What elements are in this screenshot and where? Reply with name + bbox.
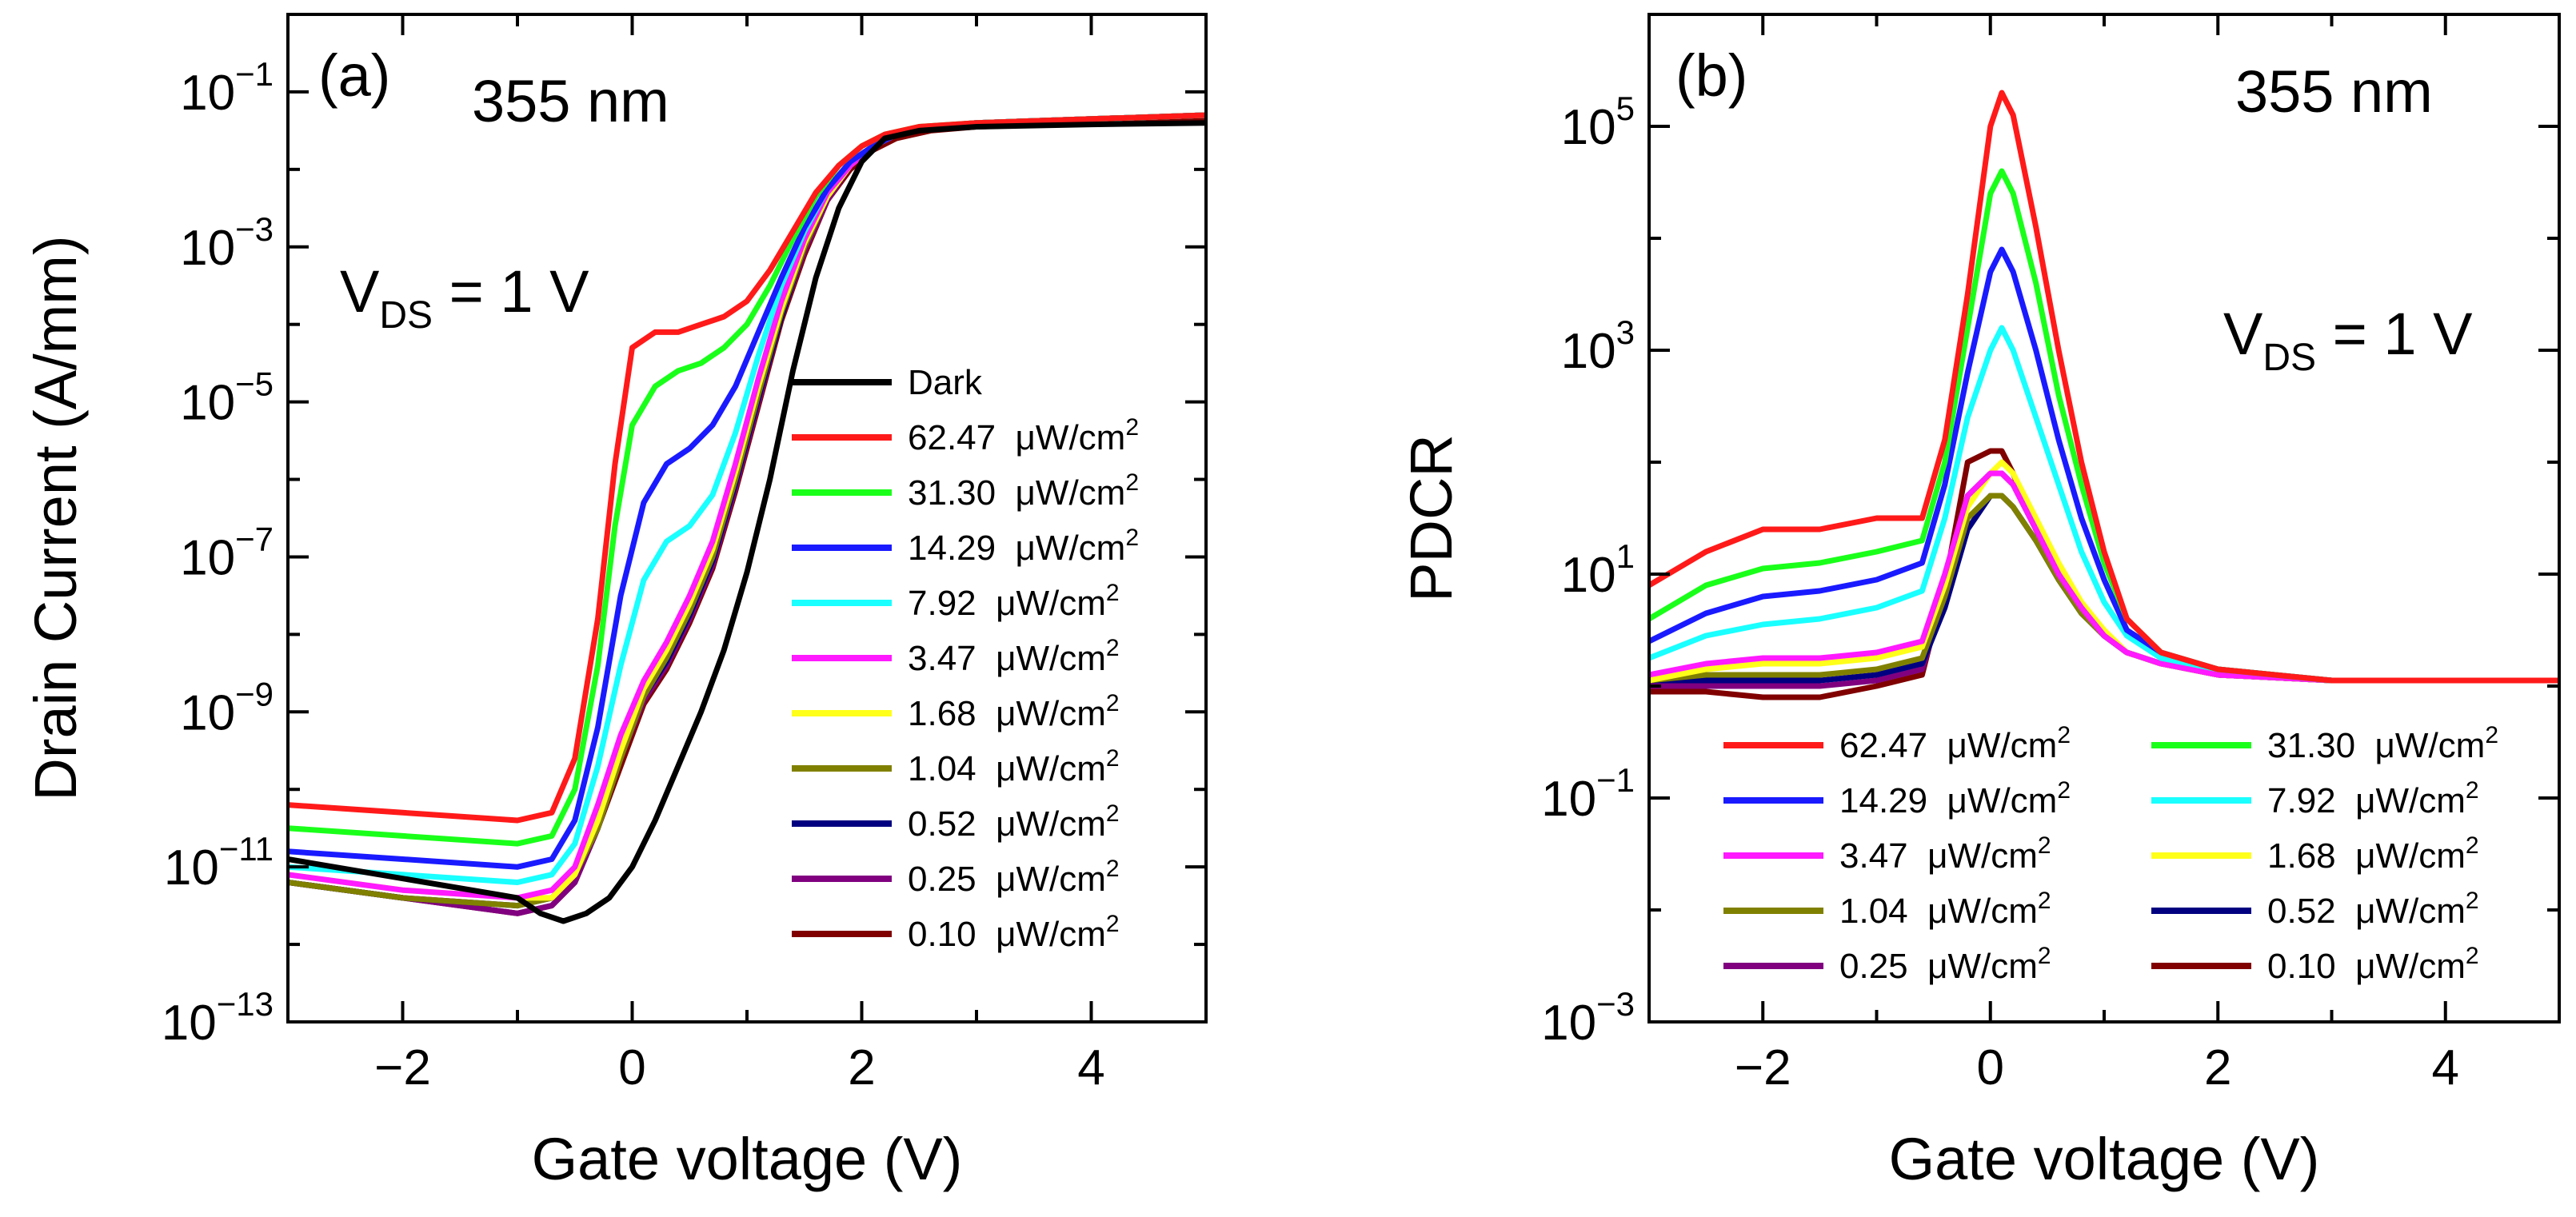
- legend-label: 0.25 μW/cm2: [1839, 943, 2051, 986]
- panel-label: (a): [318, 42, 390, 109]
- x-tick-label: 2: [2204, 1040, 2231, 1095]
- legend: Dark 62.47 μW/cm2 31.30 μW/cm2 14.29 μW/cm2…: [792, 363, 1139, 954]
- legend: 62.47 μW/cm2 31.30 μW/cm2 14.29 μW/cm2 7.92…: [1723, 722, 2498, 986]
- chart-panel-b: −2 0 2 4 10−3 10−1 101 103 105 Gate voltage (V) PD…: [1398, 13, 2561, 1192]
- legend-label: 3.47 μW/cm2: [1839, 832, 2051, 876]
- legend-label: 7.92 μW/cm2: [2267, 777, 2479, 820]
- vds-label: VDS = 1 V: [340, 258, 589, 337]
- legend-label: 14.29 μW/cm2: [1839, 777, 2071, 820]
- legend-label: 0.25 μW/cm2: [908, 856, 1120, 899]
- series-line-0.10: [288, 116, 1206, 916]
- y-axis-label: PDCR: [1398, 434, 1464, 602]
- y-tick-label: 10−7: [180, 520, 274, 585]
- x-tick-label: 2: [848, 1040, 875, 1095]
- y-tick-label: 103: [1561, 313, 1635, 379]
- series-line-1.04: [1649, 493, 2559, 684]
- y-tick-label: 10−3: [180, 210, 274, 276]
- y-tick-label: 10−1: [180, 55, 274, 121]
- y-tick-label: 101: [1561, 537, 1635, 603]
- x-tick-label: 4: [2432, 1040, 2459, 1095]
- x-tick-label: −2: [374, 1040, 431, 1095]
- legend-label: 1.68 μW/cm2: [908, 690, 1120, 733]
- y-tick-label: 105: [1561, 90, 1635, 155]
- legend-label: 1.04 μW/cm2: [908, 745, 1120, 788]
- series-line-1.68: [1649, 459, 2559, 684]
- y-axis-label: Drain Current (A/mm): [22, 235, 89, 800]
- y-tick-label: 10−1: [1541, 761, 1635, 827]
- legend-label: 31.30 μW/cm2: [908, 469, 1139, 513]
- legend-label: 0.52 μW/cm2: [908, 800, 1120, 844]
- legend-label: 62.47 μW/cm2: [1839, 722, 2071, 765]
- y-tick-label: 10−11: [164, 830, 274, 896]
- legend-label: 0.52 μW/cm2: [2267, 888, 2479, 931]
- legend-label: 62.47 μW/cm2: [908, 414, 1139, 457]
- series-line-Dark: [288, 120, 1206, 924]
- legend-label: 31.30 μW/cm2: [2267, 722, 2498, 765]
- legend-label: 7.92 μW/cm2: [908, 580, 1120, 623]
- series-line-3.47: [1649, 470, 2559, 684]
- legend-label: Dark: [908, 363, 983, 402]
- series-group: [288, 112, 1206, 924]
- panel-label: (b): [1675, 42, 1747, 109]
- legend-label: 0.10 μW/cm2: [908, 911, 1120, 954]
- wavelength-label: 355 nm: [472, 68, 669, 134]
- x-axis-label: Gate voltage (V): [1889, 1126, 2320, 1192]
- legend-label: 14.29 μW/cm2: [908, 525, 1139, 568]
- x-tick-label: −2: [1735, 1040, 1791, 1095]
- legend-label: 3.47 μW/cm2: [908, 635, 1120, 678]
- legend-label: 1.04 μW/cm2: [1839, 888, 2051, 931]
- series-line-0.25: [288, 112, 1206, 916]
- x-tick-label: 0: [618, 1040, 645, 1095]
- series-line-62.47: [1649, 90, 2559, 684]
- x-tick-label: 0: [1977, 1040, 2004, 1095]
- y-tick-label: 10−9: [180, 675, 274, 740]
- x-tick-label: 4: [1077, 1040, 1104, 1095]
- series-group: [1649, 90, 2559, 700]
- legend-label: 1.68 μW/cm2: [2267, 832, 2479, 876]
- chart-panel-a: −2 0 2 4 10−13 10−11 10−9 10−7 10−5 10−3 10−1 Gate …: [22, 13, 1208, 1192]
- vds-label: VDS = 1 V: [2223, 301, 2473, 379]
- legend-label: 0.10 μW/cm2: [2267, 943, 2479, 986]
- y-tick-label: 10−3: [1541, 985, 1635, 1051]
- wavelength-label: 355 nm: [2235, 58, 2433, 125]
- series-line-62.47: [288, 112, 1206, 824]
- series-line-0.52: [1649, 493, 2559, 684]
- y-tick-label: 10−5: [180, 365, 274, 431]
- y-tick-label: 10−13: [162, 985, 274, 1051]
- x-axis-label: Gate voltage (V): [532, 1126, 963, 1192]
